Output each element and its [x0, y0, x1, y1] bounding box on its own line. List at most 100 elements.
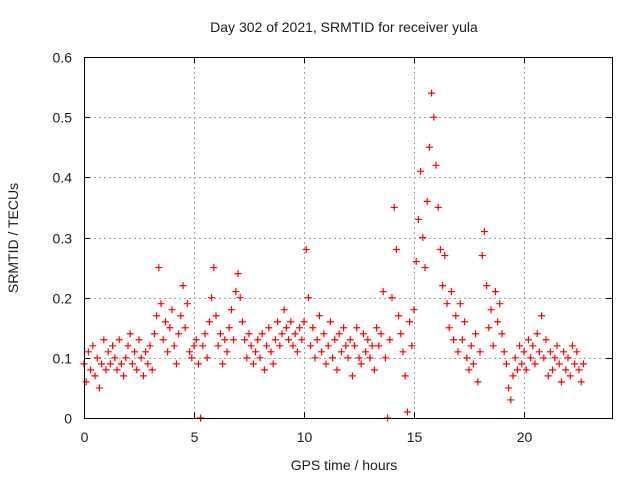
- data-point: [113, 366, 121, 374]
- data-point: [249, 360, 257, 368]
- data-point: [326, 318, 334, 326]
- data-point: [395, 312, 403, 320]
- data-point: [144, 360, 152, 368]
- data-point: [436, 246, 444, 254]
- data-point: [98, 360, 106, 368]
- data-point: [203, 354, 211, 362]
- data-point: [445, 324, 453, 332]
- data-point: [353, 324, 361, 332]
- data-point: [93, 354, 101, 362]
- data-point: [232, 288, 240, 296]
- data-point: [540, 354, 548, 362]
- data-point: [238, 318, 246, 326]
- data-point: [256, 354, 264, 362]
- data-point: [131, 348, 139, 356]
- data-point: [522, 366, 530, 374]
- data-point: [417, 167, 425, 175]
- data-point: [392, 246, 400, 254]
- data-point: [87, 366, 95, 374]
- data-point: [260, 366, 268, 374]
- data-point: [142, 348, 150, 356]
- data-point: [351, 342, 359, 350]
- data-point: [269, 360, 277, 368]
- data-point: [280, 306, 288, 314]
- data-point: [511, 354, 519, 362]
- data-point: [320, 330, 328, 338]
- data-point: [560, 348, 568, 356]
- data-point: [265, 324, 273, 332]
- data-point: [463, 354, 471, 362]
- data-point: [304, 294, 312, 302]
- data-point: [390, 203, 398, 211]
- data-point: [91, 372, 99, 380]
- data-point: [375, 342, 383, 350]
- data-point: [234, 270, 242, 278]
- data-point: [148, 366, 156, 374]
- data-point: [291, 330, 299, 338]
- data-point: [335, 330, 343, 338]
- data-point: [225, 324, 233, 332]
- data-point: [577, 378, 585, 386]
- data-point: [159, 336, 167, 344]
- data-point: [507, 396, 515, 404]
- data-point: [516, 342, 524, 350]
- data-point: [267, 348, 275, 356]
- data-point: [230, 336, 238, 344]
- data-point: [183, 300, 191, 308]
- data-point: [318, 348, 326, 356]
- data-point: [355, 354, 363, 362]
- data-point: [120, 372, 128, 380]
- data-point: [461, 318, 469, 326]
- data-point: [139, 372, 147, 380]
- data-point: [579, 360, 587, 368]
- data-point: [401, 372, 409, 380]
- data-layer: [80, 89, 587, 422]
- data-point: [406, 318, 414, 326]
- data-point: [549, 366, 557, 374]
- x-tick-label: 20: [517, 429, 533, 445]
- data-point: [157, 300, 165, 308]
- data-point: [243, 354, 251, 362]
- data-point: [489, 342, 497, 350]
- data-point: [500, 348, 508, 356]
- data-point: [102, 366, 110, 374]
- data-point: [456, 300, 464, 308]
- data-point: [111, 354, 119, 362]
- data-point: [388, 294, 396, 302]
- data-point: [168, 306, 176, 314]
- data-point: [333, 366, 341, 374]
- data-point: [509, 372, 517, 380]
- data-point: [357, 360, 365, 368]
- data-point: [368, 342, 376, 350]
- data-point: [285, 336, 293, 344]
- data-point: [432, 161, 440, 169]
- data-point: [399, 348, 407, 356]
- data-point: [524, 336, 532, 344]
- data-point: [208, 294, 216, 302]
- data-point: [467, 342, 475, 350]
- data-point: [315, 312, 323, 320]
- data-point: [568, 342, 576, 350]
- data-point: [287, 318, 295, 326]
- data-point: [408, 342, 416, 350]
- data-point: [348, 372, 356, 380]
- data-point: [221, 336, 229, 344]
- data-point: [450, 336, 458, 344]
- y-tick-label: 0.6: [53, 50, 73, 66]
- data-point: [544, 372, 552, 380]
- data-point: [359, 330, 367, 338]
- data-point: [370, 366, 378, 374]
- x-tick-label: 15: [407, 429, 423, 445]
- data-point: [311, 354, 319, 362]
- x-tick-label: 0: [81, 429, 89, 445]
- data-point: [373, 324, 381, 332]
- x-tick-label: 5: [191, 429, 199, 445]
- y-tick-label: 0.4: [53, 170, 73, 186]
- data-point: [366, 354, 374, 362]
- data-point: [430, 113, 438, 121]
- data-point: [210, 264, 218, 272]
- data-point: [472, 330, 480, 338]
- data-point: [346, 336, 354, 344]
- data-point: [535, 348, 543, 356]
